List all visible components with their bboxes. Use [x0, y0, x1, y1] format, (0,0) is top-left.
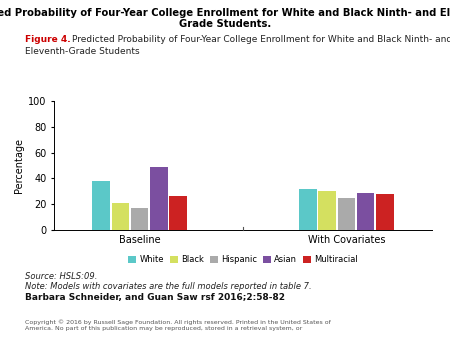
Legend: White, Black, Hispanic, Asian, Multiracial: White, Black, Hispanic, Asian, Multiraci…: [125, 252, 361, 268]
Bar: [169, 196, 187, 230]
Bar: [112, 203, 129, 230]
Bar: [357, 193, 374, 230]
Bar: [299, 189, 317, 230]
Text: Source: HSLS:09.: Source: HSLS:09.: [25, 272, 97, 281]
Bar: [131, 208, 148, 230]
Bar: [318, 191, 336, 230]
Bar: [338, 198, 355, 230]
Text: Grade Students.: Grade Students.: [179, 19, 271, 29]
Text: Predicted Probability of Four-Year College Enrollment for White and Black Ninth-: Predicted Probability of Four-Year Colle…: [0, 8, 450, 19]
Bar: [92, 181, 110, 230]
Bar: [150, 167, 168, 230]
Text: Eleventh-Grade Students: Eleventh-Grade Students: [25, 47, 140, 56]
Y-axis label: Percentage: Percentage: [14, 138, 24, 193]
Bar: [376, 194, 394, 230]
Text: Note: Models with covariates are the full models reported in table 7.: Note: Models with covariates are the ful…: [25, 282, 311, 291]
Text: Barbara Schneider, and Guan Saw rsf 2016;2:58-82: Barbara Schneider, and Guan Saw rsf 2016…: [25, 293, 285, 303]
Text: Predicted Probability of Four-Year College Enrollment for White and Black Ninth-: Predicted Probability of Four-Year Colle…: [72, 35, 450, 45]
Text: Figure 4.: Figure 4.: [25, 35, 70, 45]
Text: THE RUSSELL SAGE FOUNDATION
JOURNAL OF THE SOCIAL SCIENCES: THE RUSSELL SAGE FOUNDATION JOURNAL OF T…: [390, 307, 450, 318]
Text: Copyright © 2016 by Russell Sage Foundation. All rights reserved. Printed in the: Copyright © 2016 by Russell Sage Foundat…: [25, 319, 330, 331]
Text: RSF: RSF: [329, 308, 354, 318]
